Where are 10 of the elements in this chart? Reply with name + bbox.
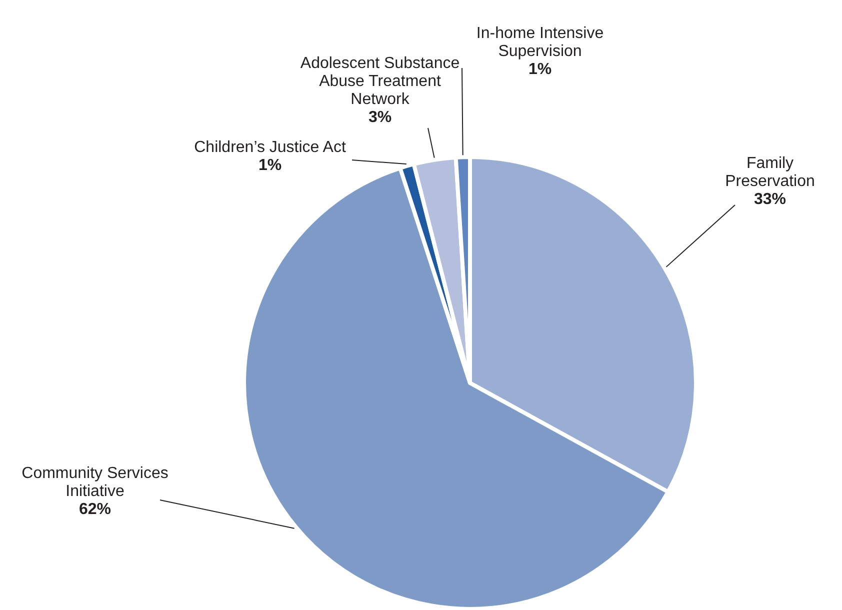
data-label: 1% (258, 157, 282, 174)
slice-label: Children’s Justice Act (194, 139, 346, 156)
data-label: 62% (78, 501, 112, 518)
slice-label: Family Preservation (725, 155, 815, 190)
slice-label: Adolescent Substance Abuse Treatment Network (300, 55, 460, 108)
data-label: 1% (528, 61, 552, 78)
data-label: 3% (368, 109, 392, 126)
data-label: 33% (754, 191, 786, 208)
slice-label: Community Services Initiative (22, 465, 168, 500)
slice-label: In-home Intensive Supervision (476, 25, 604, 60)
